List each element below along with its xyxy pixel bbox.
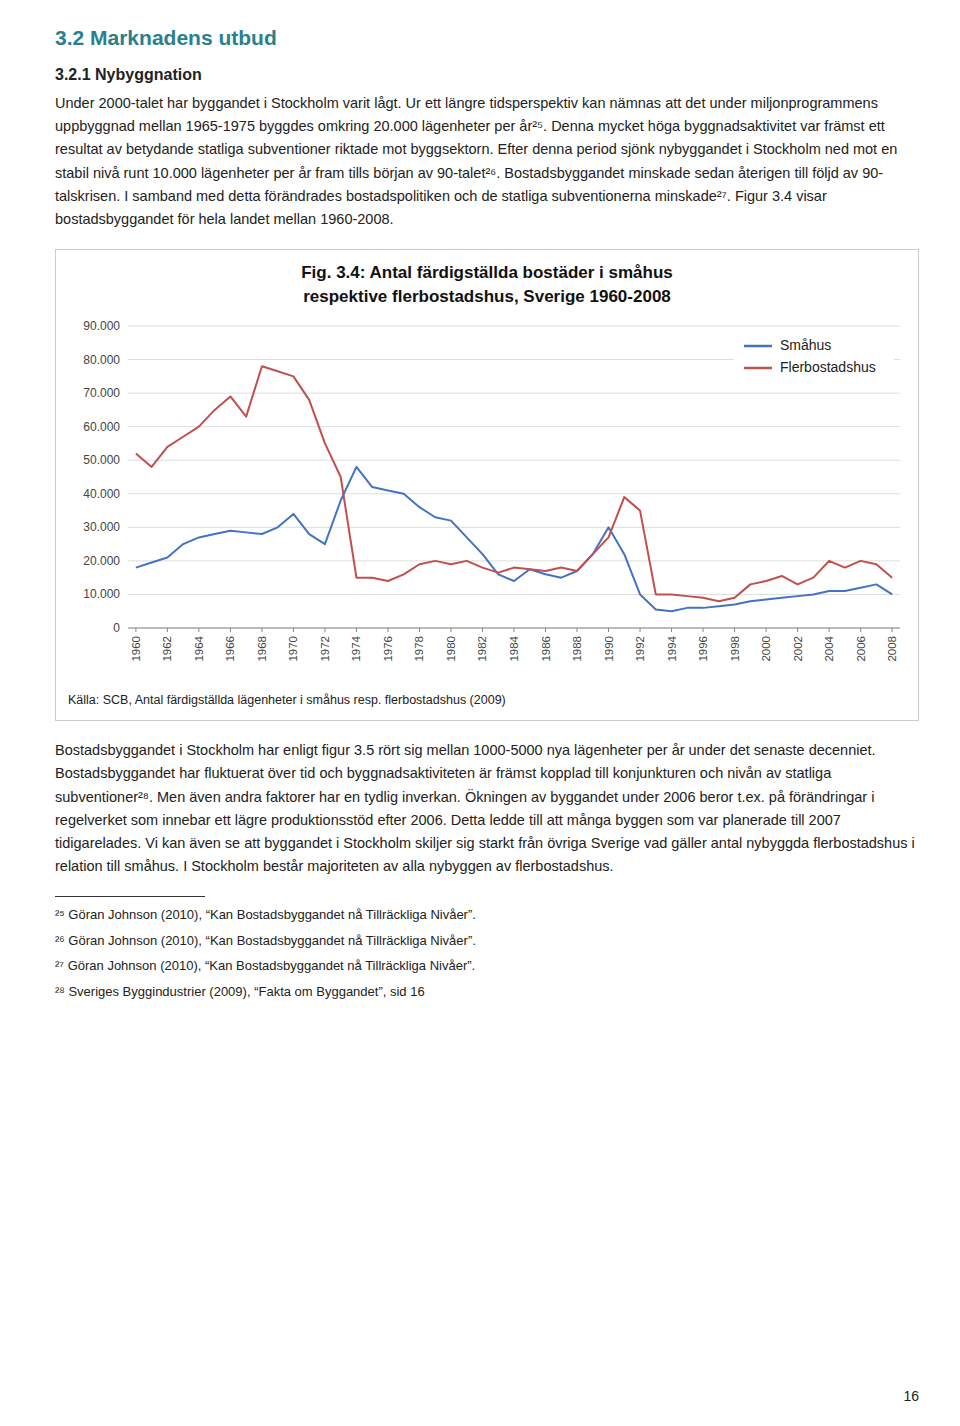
heading: 3.2 Marknadens utbud: [55, 26, 919, 50]
grid-line: [128, 561, 900, 562]
page-number: 16: [903, 1388, 919, 1404]
y-tick-label: 90.000: [83, 319, 120, 333]
footnote: ²⁷ Göran Johnson (2010), “Kan Bostadsbyg…: [55, 956, 919, 976]
chart-box: Fig. 3.4: Antal färdigställda bostäder i…: [55, 249, 919, 721]
x-tick: [261, 628, 262, 632]
x-tick-label: 1986: [540, 636, 552, 662]
y-tick-label: 0: [113, 621, 120, 635]
x-tick-label: 2008: [886, 636, 898, 662]
x-tick-label: 1968: [256, 636, 268, 662]
grid-line: [128, 426, 900, 427]
legend-swatch: [744, 345, 772, 348]
series-line: [136, 366, 892, 601]
x-tick: [167, 628, 168, 632]
y-tick-label: 10.000: [83, 588, 120, 602]
chart-title: Fig. 3.4: Antal färdigställda bostäder i…: [301, 263, 673, 282]
x-tick-label: 1960: [130, 636, 142, 662]
x-tick-label: 2000: [760, 636, 772, 662]
x-tick-label: 2004: [823, 636, 835, 662]
footnote: ²⁶ Göran Johnson (2010), “Kan Bostadsbyg…: [55, 931, 919, 951]
grid-line: [128, 493, 900, 494]
legend-bg: [734, 332, 894, 390]
x-tick: [671, 628, 672, 632]
legend: Småhus Flerbostadshus: [734, 332, 894, 390]
y-tick-label: 60.000: [83, 420, 120, 434]
x-tick: [703, 628, 704, 632]
x-tick: [892, 628, 893, 632]
x-tick-label: 1962: [161, 636, 173, 662]
x-tick: [860, 628, 861, 632]
x-tick-label: 1982: [476, 636, 488, 662]
x-tick-label: 1970: [287, 636, 299, 662]
x-tick: [482, 628, 483, 632]
source: Källa: SCB, Antal färdigställda lägenhet…: [68, 693, 506, 707]
x-tick-label: 1980: [445, 636, 457, 662]
x-tick-label: 1994: [666, 636, 678, 662]
page: 3.2 Marknadens utbud 3.2.1 Nybyggnation Un…: [0, 0, 960, 1426]
x-tick: [577, 628, 578, 632]
y-tick-label: 70.000: [83, 386, 120, 400]
y-tick-label: 50.000: [83, 453, 120, 467]
x-tick-label: 1984: [508, 636, 520, 662]
x-tick: [198, 628, 199, 632]
chart-title: respektive flerbostadshus, Sverige 1960-…: [303, 287, 671, 306]
x-tick: [135, 628, 136, 632]
x-tick-label: 1990: [603, 636, 615, 662]
x-tick-label: 1998: [729, 636, 741, 662]
x-tick: [324, 628, 325, 632]
y-tick-label: 40.000: [83, 487, 120, 501]
grid-line: [128, 527, 900, 528]
chart: Fig. 3.4: Antal färdigställda bostäder i…: [56, 250, 918, 720]
grid-line: [128, 326, 900, 327]
grid-line: [128, 393, 900, 394]
x-tick: [450, 628, 451, 632]
x-tick-label: 1996: [697, 636, 709, 662]
x-tick-label: 2002: [792, 636, 804, 662]
x-tick: [608, 628, 609, 632]
footnote-rule: [55, 896, 205, 897]
grid-line: [128, 460, 900, 461]
x-tick-label: 2006: [855, 636, 867, 662]
y-tick-label: 20.000: [83, 554, 120, 568]
grid: [128, 326, 900, 628]
x-tick-label: 1974: [350, 636, 362, 662]
subheading: 3.2.1 Nybyggnation: [55, 66, 919, 84]
x-tick-label: 1964: [193, 636, 205, 662]
footnote: ²⁵ Göran Johnson (2010), “Kan Bostadsbyg…: [55, 905, 919, 925]
x-tick-label: 1988: [571, 636, 583, 662]
x-tick: [419, 628, 420, 632]
x-tick: [640, 628, 641, 632]
x-tick: [293, 628, 294, 632]
grid-line: [128, 594, 900, 595]
x-tick: [797, 628, 798, 632]
body-text: Bostadsbyggandet i Stockholm har enligt …: [55, 739, 919, 878]
y-tick-label: 80.000: [83, 353, 120, 367]
x-tick: [230, 628, 231, 632]
x-tick: [387, 628, 388, 632]
x-tick: [766, 628, 767, 632]
legend-swatch: [744, 367, 772, 370]
x-tick: [545, 628, 546, 632]
series-line: [136, 467, 892, 611]
legend-label: Småhus: [780, 337, 831, 353]
x-tick-label: 1992: [634, 636, 646, 662]
x-tick: [829, 628, 830, 632]
x-tick: [356, 628, 357, 632]
x-tick-label: 1978: [413, 636, 425, 662]
footnote: ²⁸ Sveriges Byggindustrier (2009), “Fakt…: [55, 982, 919, 1002]
x-tick-label: 1976: [382, 636, 394, 662]
y-tick-label: 30.000: [83, 520, 120, 534]
x-tick: [734, 628, 735, 632]
legend-label: Flerbostadshus: [780, 359, 876, 375]
lines: [136, 366, 892, 611]
x-tick-label: 1966: [224, 636, 236, 662]
body-text: Under 2000-talet har byggandet i Stockho…: [55, 92, 919, 231]
x-tick-label: 1972: [319, 636, 331, 662]
x-tick: [514, 628, 515, 632]
